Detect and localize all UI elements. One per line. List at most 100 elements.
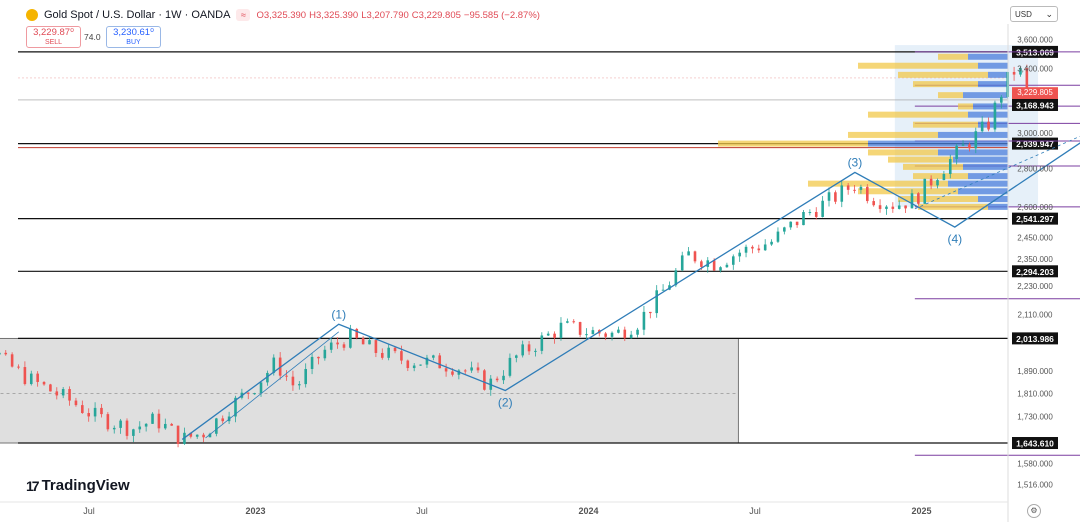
sell-label: SELL: [44, 39, 63, 46]
volume-profile-down: [718, 140, 868, 147]
candle-body: [508, 357, 512, 376]
candle-body: [368, 340, 371, 345]
tradingview-logo: 17 TradingView: [26, 477, 130, 494]
volume-profile-up: [963, 163, 1008, 170]
volume-profile-down: [913, 121, 978, 128]
tv-mark-icon: 17: [26, 477, 40, 494]
candle-body: [687, 251, 690, 256]
candle-body: [980, 121, 984, 132]
settings-icon[interactable]: ⚙: [1027, 504, 1041, 518]
candle-body: [432, 355, 435, 358]
level-label-bg: [1012, 212, 1058, 225]
channel-line: [205, 331, 339, 439]
candle-body: [342, 344, 346, 348]
candle-body: [125, 420, 129, 436]
symbol-header: Gold Spot / U.S. Dollar · 1W · OANDA ≈ O…: [26, 8, 540, 22]
x-tick-label: 2023: [245, 506, 265, 516]
candle-body: [795, 221, 799, 226]
wave-label: (2): [498, 396, 513, 410]
candle-body: [61, 389, 65, 396]
volume-profile-down: [903, 163, 963, 170]
candle-body: [380, 352, 384, 358]
candle-body: [859, 186, 863, 190]
candle-body: [942, 174, 946, 181]
y-tick-label: 1,580.000: [1017, 459, 1053, 468]
candle-body: [400, 351, 403, 361]
candle-body: [636, 329, 639, 335]
candle-body: [891, 206, 895, 209]
candle-body: [323, 349, 327, 359]
level-label: 2,939.947: [1016, 139, 1054, 149]
symbol-title[interactable]: Gold Spot / U.S. Dollar · 1W · OANDA: [44, 9, 231, 21]
wave-label: (4): [947, 232, 962, 246]
other-label-bg: [1012, 98, 1058, 111]
open-value: O3,325.390: [256, 9, 307, 21]
candle-body: [502, 375, 505, 381]
candle-body: [483, 370, 486, 390]
candle-body: [680, 255, 684, 271]
candle-body: [719, 267, 722, 271]
volume-profile-down: [913, 173, 968, 180]
candle-body: [419, 364, 422, 366]
candle-body: [929, 178, 933, 186]
candle-body: [987, 121, 990, 130]
candle-body: [853, 189, 856, 191]
y-tick-label: 3,400.000: [1017, 65, 1053, 74]
candle-body: [355, 328, 359, 339]
x-tick-label: Jul: [83, 506, 95, 516]
x-tick-label: 2025: [911, 506, 931, 516]
y-tick-label: 1,516.000: [1017, 481, 1053, 490]
candle-body: [572, 321, 576, 323]
candle-body: [904, 205, 907, 209]
y-tick-label: 2,350.000: [1017, 255, 1053, 264]
buy-label: BUY: [126, 39, 141, 46]
volume-profile-down: [938, 92, 963, 99]
candle-body: [259, 382, 263, 394]
candle-body: [655, 290, 658, 314]
candle-body: [821, 200, 824, 217]
candle-body: [74, 400, 78, 406]
y-tick-label: 2,600.000: [1017, 203, 1053, 212]
candle-body: [195, 434, 199, 437]
candle-body: [361, 338, 365, 345]
current-price-label: 3,229.805: [1017, 88, 1053, 97]
candle-body: [514, 355, 518, 358]
x-tick-label: Jul: [416, 506, 428, 516]
volume-profile-up: [948, 180, 1008, 187]
candle-body: [783, 227, 786, 232]
volume-profile-up: [938, 131, 1008, 138]
level-label: 2,294.203: [1016, 267, 1054, 277]
candle-body: [700, 261, 703, 267]
buy-button[interactable]: 3,230.61⁰ BUY: [106, 26, 161, 48]
candle-body: [1000, 96, 1003, 103]
candle-body: [10, 354, 14, 367]
currency-select[interactable]: USD ⌄: [1010, 6, 1058, 22]
candle-body: [808, 211, 812, 213]
candle-body: [559, 322, 563, 338]
sell-button[interactable]: 3,229.87⁰ SELL: [26, 26, 81, 48]
candle-body: [112, 427, 116, 430]
candle-body: [49, 384, 52, 392]
candle-body: [0, 352, 1, 355]
volume-profile-up: [978, 196, 1008, 203]
candle-body: [157, 413, 161, 429]
candle-body: [776, 231, 780, 242]
candle-body: [151, 413, 154, 424]
high-value: H3,325.390: [309, 9, 359, 21]
volume-profile-up: [973, 103, 1008, 110]
candle-body: [208, 433, 212, 438]
candle-body: [1025, 68, 1029, 88]
candle-body: [68, 389, 71, 401]
volume-profile-up: [963, 92, 1008, 99]
candle-body: [974, 131, 978, 149]
candle-body: [253, 393, 256, 395]
buy-price: 3,230.61⁰: [113, 27, 154, 38]
candle-body: [936, 180, 939, 186]
brand-name: TradingView: [41, 477, 130, 494]
volume-profile-up: [978, 81, 1008, 88]
volume-profile-up: [938, 149, 1008, 156]
candle-body: [463, 370, 467, 372]
candle-body: [4, 352, 8, 355]
candle-body: [674, 270, 678, 286]
